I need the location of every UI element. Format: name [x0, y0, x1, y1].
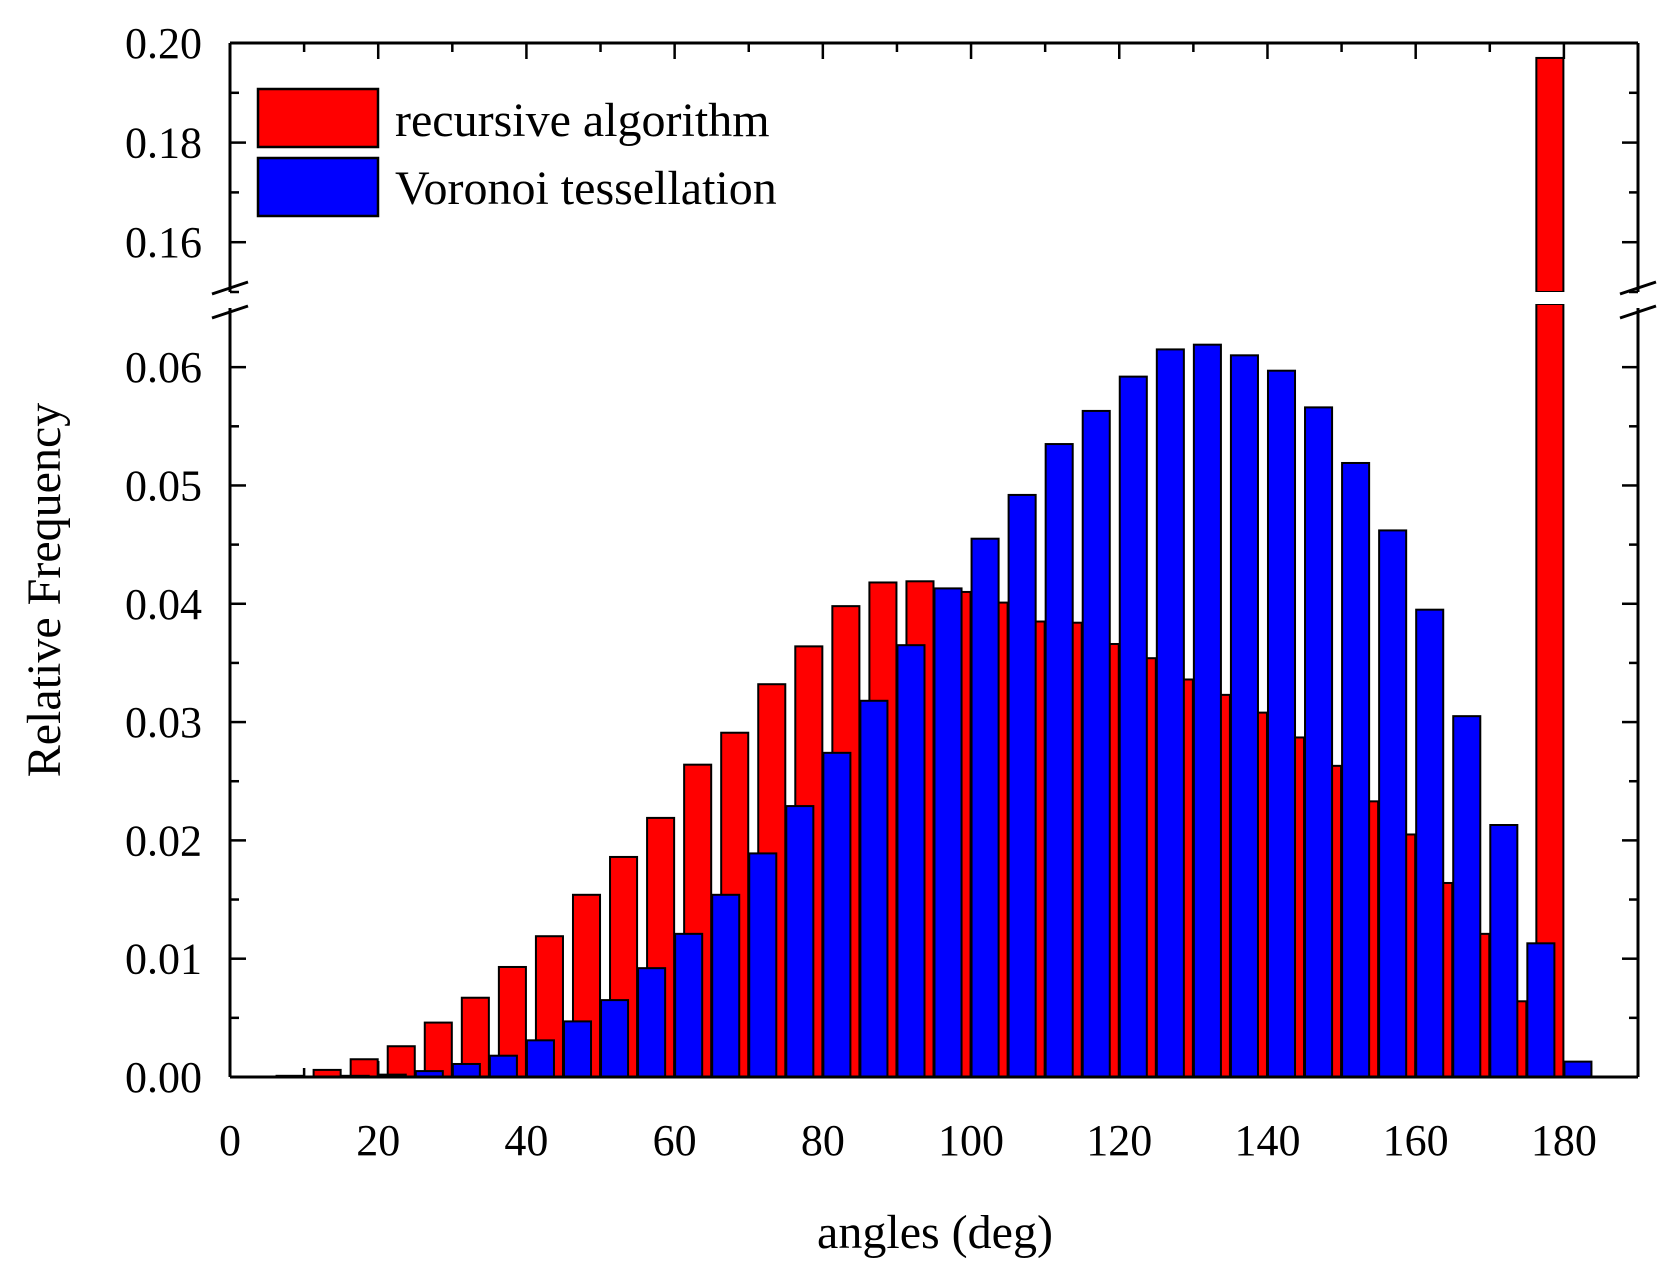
bar-voronoi-35: [488, 1054, 518, 1078]
bar-recursive-25: [386, 1045, 416, 1078]
x-tick-label: 0: [219, 1116, 241, 1165]
legend-label-voronoi-tessellation: Voronoi tessellation: [395, 162, 777, 215]
x-tick-label: 140: [1234, 1116, 1300, 1165]
break-mark: [1619, 304, 1657, 320]
series-voronoi-tessellation-bars: [303, 343, 1593, 1079]
y-tick-label-upper: 0.18: [125, 119, 202, 168]
bar-voronoi-180: [1563, 1060, 1593, 1078]
bar-voronoi-130: [1192, 343, 1222, 1078]
bar-voronoi-165: [1452, 715, 1482, 1079]
x-tick-label: 20: [356, 1116, 400, 1165]
bar-break-gap: [1533, 292, 1567, 304]
legend-swatch-voronoi-tessellation: [256, 156, 380, 218]
bar-voronoi-95: [933, 587, 963, 1078]
x-axis-title: angles (deg): [817, 1206, 1053, 1259]
y-tick-label: 0.01: [125, 935, 202, 984]
y-tick-label-upper: 0.16: [125, 218, 202, 267]
y-axis-title: Relative Frequency: [18, 403, 71, 778]
y-tick-label: 0.00: [125, 1053, 202, 1102]
bar-voronoi-65: [711, 893, 741, 1078]
x-tick-label: 180: [1531, 1116, 1597, 1165]
bar-voronoi-155: [1378, 529, 1408, 1078]
bar-voronoi-80: [822, 751, 852, 1078]
bar-voronoi-140: [1266, 369, 1297, 1078]
bar-voronoi-115: [1081, 409, 1111, 1079]
bar-voronoi-55: [637, 967, 667, 1078]
y-tick-label-upper: 0.20: [125, 19, 202, 68]
x-tick-label: 60: [653, 1116, 697, 1165]
bar-voronoi-45: [562, 1020, 593, 1078]
bar-voronoi-150: [1341, 461, 1371, 1078]
bar-voronoi-70: [748, 852, 778, 1078]
bar-voronoi-110: [1044, 443, 1074, 1078]
y-tick-label: 0.06: [125, 343, 202, 392]
x-tick-label: 80: [801, 1116, 845, 1165]
bar-voronoi-175: [1526, 942, 1556, 1079]
bar-voronoi-125: [1155, 348, 1185, 1078]
x-tick-label: 160: [1383, 1116, 1449, 1165]
break-mark: [211, 280, 249, 296]
y-tick-label: 0.04: [125, 580, 202, 629]
bar-voronoi-60: [674, 932, 704, 1079]
bar-voronoi-30: [451, 1062, 481, 1079]
x-tick-label: 40: [504, 1116, 548, 1165]
plot-frame: [228, 41, 1640, 1079]
bar-voronoi-40: [525, 1039, 555, 1078]
y-tick-label: 0.02: [125, 816, 202, 865]
legend-swatch-recursive-algorithm: [256, 87, 380, 149]
bar-voronoi-100: [970, 537, 1000, 1078]
x-tick-label: 120: [1086, 1116, 1152, 1165]
bar-voronoi-120: [1118, 375, 1148, 1078]
axis-break-marks: [211, 280, 1657, 320]
bar-recursive-180-upper: [1535, 56, 1565, 293]
bar-recursive-30: [423, 1021, 453, 1079]
bar-voronoi-50: [600, 999, 630, 1078]
bar-recursive-20: [349, 1058, 379, 1079]
bar-voronoi-160: [1415, 608, 1445, 1079]
bar-voronoi-170: [1489, 824, 1519, 1079]
tick-labels: 0 20 40 60 80 100 120 140 160 180 0.00 0.01 0.02 0.03…: [125, 19, 1597, 1165]
legend: recursive algorithm Voronoi tessellation: [256, 87, 777, 218]
x-tick-label: 100: [938, 1116, 1004, 1165]
y-tick-label: 0.05: [125, 461, 202, 510]
break-mark: [211, 304, 249, 320]
axis-ticks: [228, 41, 1640, 1079]
legend-label-recursive-algorithm: recursive algorithm: [395, 94, 770, 147]
bar-voronoi-135: [1229, 354, 1259, 1079]
bar-voronoi-75: [785, 805, 815, 1078]
bar-voronoi-105: [1007, 493, 1037, 1078]
bar-voronoi-145: [1304, 406, 1334, 1078]
bar-voronoi-90: [896, 644, 926, 1079]
y-tick-label: 0.03: [125, 698, 202, 747]
break-mark: [1619, 280, 1657, 296]
bar-voronoi-85: [859, 699, 889, 1079]
